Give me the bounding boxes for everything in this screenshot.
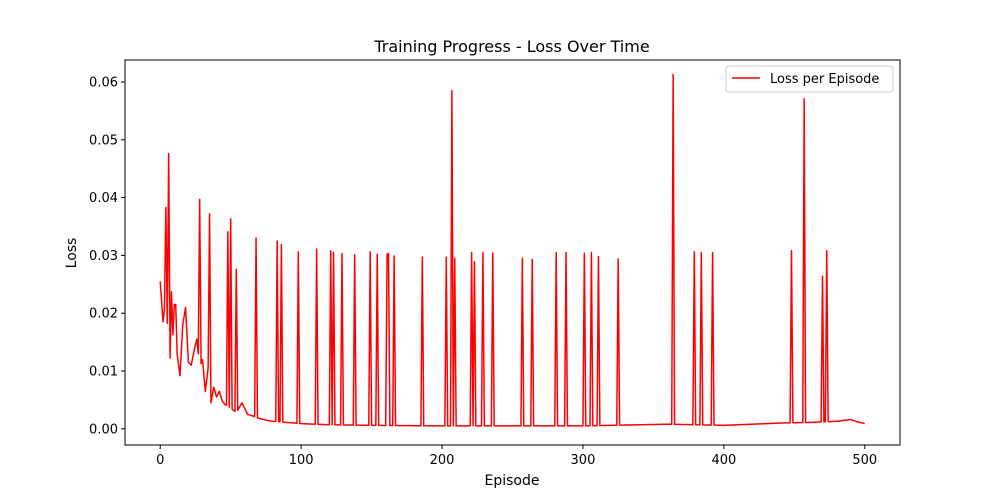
y-tick-label: 0.02 [89, 307, 118, 322]
plot-area [159, 73, 865, 427]
series-line-loss-per-episode [159, 73, 865, 427]
chart-title: Training Progress - Loss Over Time [373, 37, 649, 56]
x-tick-label: 500 [852, 453, 877, 468]
legend-label-loss: Loss per Episode [770, 72, 879, 87]
y-axis-label: Loss [64, 238, 80, 269]
y-tick-label: 0.00 [89, 422, 118, 437]
x-tick-label: 300 [571, 453, 596, 468]
y-tick-label: 0.06 [89, 75, 118, 90]
x-tick-label: 0 [156, 453, 164, 468]
legend: Loss per Episode [725, 65, 894, 93]
y-tick-label: 0.01 [89, 365, 118, 380]
x-axis: 0 100 200 300 400 500 [156, 445, 877, 468]
x-tick-label: 200 [430, 453, 455, 468]
y-tick-label: 0.05 [89, 133, 118, 148]
x-tick-label: 100 [289, 453, 314, 468]
x-axis-label: Episode [485, 473, 540, 489]
y-axis: 0.00 0.01 0.02 0.03 0.04 0.05 0.06 [89, 75, 125, 437]
y-tick-label: 0.03 [89, 249, 118, 264]
x-tick-label: 400 [711, 453, 736, 468]
legend-box [725, 65, 894, 93]
y-tick-label: 0.04 [89, 191, 118, 206]
axes-frame [124, 59, 901, 446]
